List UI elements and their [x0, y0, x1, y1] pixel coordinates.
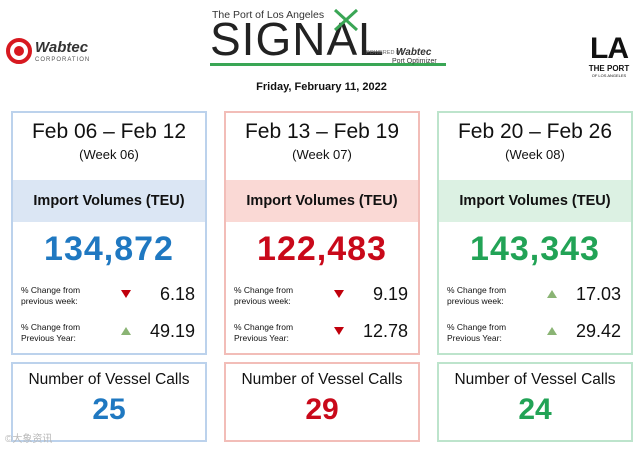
prev-year-label-line1: % Change from [21, 322, 81, 332]
prev-year-change-value: 12.78 [362, 321, 408, 341]
prev-week-change-value: 6.18 [159, 284, 195, 304]
vessel-calls-card: Number of Vessel Calls 29 [224, 362, 420, 442]
prev-year-change-value: 29.42 [575, 321, 621, 341]
prev-year-label-line2: Previous Year: [447, 333, 502, 344]
prev-week-label: % Change from previous week: [21, 285, 111, 308]
vessel-calls-value: 29 [305, 393, 339, 426]
watermark: ©大象资讯 [5, 434, 53, 445]
wabtec-mark-icon [6, 38, 32, 64]
prev-week-change-value: 17.03 [575, 284, 621, 304]
triangle-down-icon [334, 327, 344, 335]
teu-value: 134,872 [44, 230, 174, 268]
triangle-down-icon [334, 290, 344, 298]
week-number: (Week 08) [505, 147, 565, 162]
vessel-calls-label: Number of Vessel Calls [454, 371, 616, 388]
import-volumes-header: Import Volumes (TEU) [439, 180, 631, 222]
triangle-down-icon [121, 290, 131, 298]
signal-tagline: The Port of Los Angeles [212, 9, 325, 21]
week-card: Feb 13 – Feb 19 (Week 07) Import Volumes (… [224, 111, 420, 355]
prev-week-label: % Change from previous week: [234, 285, 324, 308]
import-volumes-header: Import Volumes (TEU) [226, 180, 418, 222]
la-letters: LA [590, 32, 629, 65]
signal-product: Port Optimizer [392, 58, 437, 65]
vessel-calls-label: Number of Vessel Calls [241, 371, 403, 388]
powered-by-label: POWERED BY [366, 50, 404, 56]
prev-week-label-line2: previous week: [21, 296, 78, 307]
triangle-up-icon [547, 327, 557, 335]
prev-year-change-row: % Change from Previous Year: 12.78 [234, 316, 410, 348]
week-range: Feb 20 – Feb 26 [457, 120, 613, 143]
prev-year-label: % Change from Previous Year: [234, 322, 324, 345]
prev-year-label-line2: Previous Year: [21, 333, 76, 344]
prev-year-change-row: % Change from Previous Year: 29.42 [447, 316, 623, 348]
prev-week-change-row: % Change from previous week: 6.18 [21, 279, 197, 311]
signal-wordmark: SIGNAL [210, 13, 385, 65]
vessel-calls-label: Number of Vessel Calls [28, 371, 190, 388]
week-number: (Week 06) [79, 147, 139, 162]
week-card: Feb 06 – Feb 12 (Week 06) Import Volumes (… [11, 111, 207, 355]
vessel-calls-value: 25 [92, 393, 126, 426]
teu-value: 143,343 [470, 230, 600, 268]
teu-value: 122,483 [257, 230, 387, 268]
prev-week-label: % Change from previous week: [447, 285, 537, 308]
triangle-up-icon [547, 290, 557, 298]
prev-week-label-line2: previous week: [447, 296, 504, 307]
week-range: Feb 06 – Feb 12 [31, 120, 187, 143]
wabtec-name: Wabtec [35, 38, 89, 56]
triangle-up-icon [121, 327, 131, 335]
report-date: Friday, February 11, 2022 [256, 81, 387, 93]
prev-year-label-line1: % Change from [447, 322, 507, 332]
port-of-la-logo: LA THE PORT OF LOS ANGELES [584, 34, 634, 78]
prev-week-label-line2: previous week: [234, 296, 291, 307]
prev-year-change-value: 49.19 [149, 321, 195, 341]
signal-antenna-icon [333, 8, 359, 32]
prev-year-label-line1: % Change from [234, 322, 294, 332]
prev-year-label: % Change from Previous Year: [21, 322, 111, 345]
prev-year-label: % Change from Previous Year: [447, 322, 537, 345]
signal-brand: Wabtec [396, 47, 432, 58]
week-range: Feb 13 – Feb 19 [244, 120, 400, 143]
signal-logo: The Port of Los Angeles SIGNAL POWERED B… [190, 0, 452, 76]
week-card: Feb 20 – Feb 26 (Week 08) Import Volumes (… [437, 111, 633, 355]
la-subtitle-small: OF LOS ANGELES [591, 73, 627, 78]
wabtec-logo: Wabtec CORPORATION [6, 38, 90, 64]
prev-week-label-line1: % Change from [21, 285, 81, 295]
prev-week-label-line1: % Change from [447, 285, 507, 295]
prev-week-change-row: % Change from previous week: 17.03 [447, 279, 623, 311]
import-volumes-header: Import Volumes (TEU) [13, 180, 205, 222]
week-number: (Week 07) [292, 147, 352, 162]
prev-week-change-value: 9.19 [372, 284, 408, 304]
vessel-calls-card: Number of Vessel Calls 25 [11, 362, 207, 442]
wabtec-subtitle: CORPORATION [35, 56, 91, 63]
prev-year-label-line2: Previous Year: [234, 333, 289, 344]
signal-underline [210, 63, 446, 66]
prev-year-change-row: % Change from Previous Year: 49.19 [21, 316, 197, 348]
prev-week-change-row: % Change from previous week: 9.19 [234, 279, 410, 311]
vessel-calls-card: Number of Vessel Calls 24 [437, 362, 633, 442]
prev-week-label-line1: % Change from [234, 285, 294, 295]
la-subtitle: THE PORT [588, 64, 630, 73]
vessel-calls-value: 24 [518, 393, 552, 426]
